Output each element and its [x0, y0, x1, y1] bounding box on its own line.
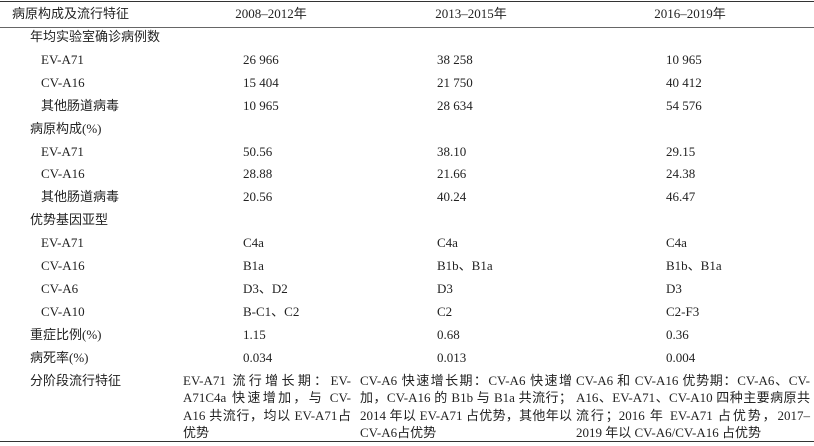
section-label: 年均实验室确诊病例数 [30, 29, 161, 44]
rule [0, 27, 814, 28]
row-label: CV-A16 [41, 74, 85, 90]
section-label: 病原构成(%) [30, 120, 102, 136]
cell: B-C1、C2 [243, 303, 300, 319]
section-label: 病死率(%) [30, 349, 89, 365]
cell: 46.47 [666, 189, 696, 205]
cell: D3、D2 [243, 280, 288, 296]
cell: 0.013 [437, 349, 467, 365]
row-label: CV-A16 [41, 166, 85, 182]
row-label: EV-A71 [41, 51, 84, 67]
section-label: 优势基因亚型 [30, 212, 109, 228]
cell: C2 [437, 303, 453, 319]
row-label: CV-A16 [41, 258, 85, 273]
cell: C4a [666, 235, 687, 251]
cell: 24.38 [666, 166, 696, 182]
cell: C2-F3 [666, 303, 700, 319]
cell: 54 576 [666, 97, 702, 113]
cell: D3 [437, 280, 453, 296]
header-cell: 2013–2015年 [435, 6, 507, 21]
stage-text: EV-A71 流行增长期：EV-A71C4a 快速增加，与 CV-A16 共流行… [183, 372, 351, 441]
stage-text: CV-A6 和 CV-A16 优势期：CV-A6、CV-A16、EV-A71、C… [576, 372, 810, 441]
cell: 40 412 [666, 74, 702, 90]
row-label: 其他肠道病毒 [41, 189, 120, 205]
cell: C4a [243, 235, 264, 251]
cell: 26 966 [243, 51, 279, 67]
cell: 10 965 [666, 51, 702, 67]
stage-text: CV-A6 快速增长期：CV-A6 快速增加，CV-A16 的 B1b 与 B1… [360, 372, 572, 441]
section-label: 分阶段流行特征 [30, 372, 122, 388]
cell: 0.034 [243, 349, 273, 365]
header-cell: 2008–2012年 [235, 6, 307, 21]
cell: D3 [666, 280, 682, 296]
cell: 28 634 [437, 97, 473, 113]
cell: B1a [243, 258, 264, 273]
cell: 1.15 [243, 326, 266, 342]
header-cell: 病原构成及流行特征 [12, 6, 130, 21]
cell: 0.68 [437, 326, 460, 342]
cell: 21 750 [437, 74, 473, 90]
section-label: 重症比例(%) [30, 326, 102, 342]
cell: 50.56 [243, 143, 273, 159]
cell: B1b、B1a [666, 258, 722, 273]
cell: 40.24 [437, 189, 467, 205]
rule [0, 441, 814, 442]
cell: 20.56 [243, 189, 273, 205]
cell: 15 404 [243, 74, 279, 90]
row-label: 其他肠道病毒 [41, 97, 120, 113]
cell: 0.004 [666, 349, 696, 365]
cell: 29.15 [666, 143, 696, 159]
header-cell: 2016–2019年 [654, 6, 726, 21]
cell: 38.10 [437, 143, 467, 159]
row-label: CV-A10 [41, 303, 85, 319]
cell: B1b、B1a [437, 258, 493, 273]
row-label: CV-A6 [41, 280, 79, 296]
cell: 38 258 [437, 51, 473, 67]
cell: 10 965 [243, 97, 279, 113]
row-label: EV-A71 [41, 143, 84, 159]
cell: C4a [437, 235, 458, 251]
rule [0, 1, 814, 2]
cell: 21.66 [437, 166, 467, 182]
row-label: EV-A71 [41, 235, 84, 251]
cell: 0.36 [666, 326, 689, 342]
cell: 28.88 [243, 166, 273, 182]
